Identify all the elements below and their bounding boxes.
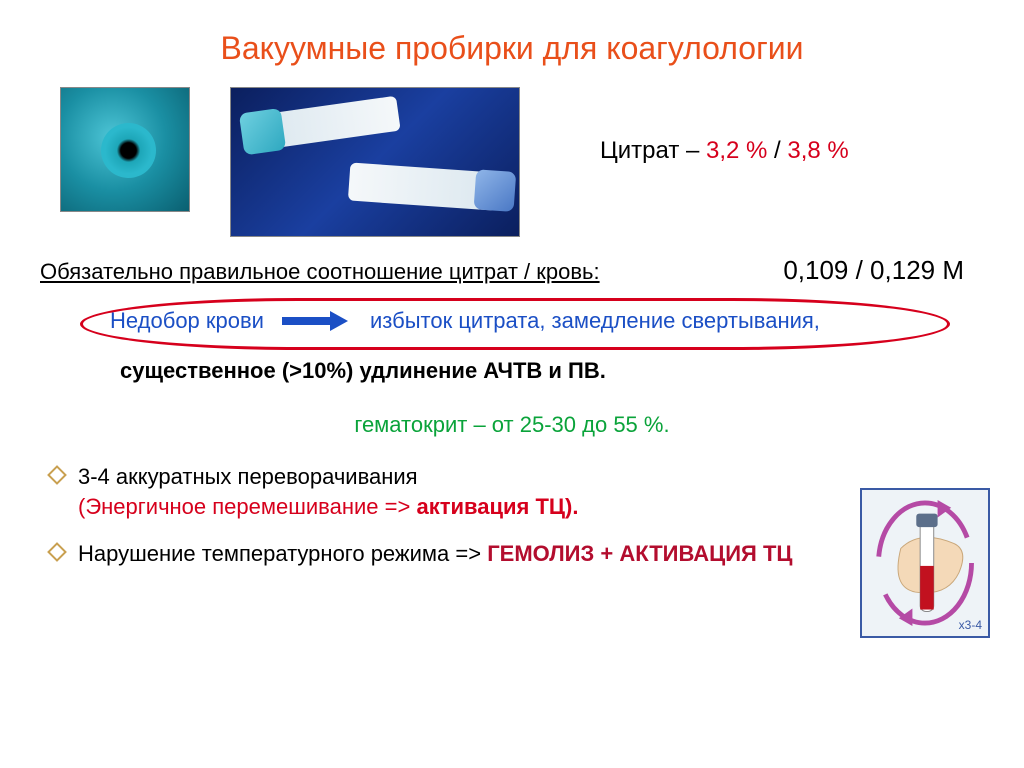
arrow-icon	[282, 313, 352, 329]
bullet-list: 3-4 аккуратных переворачивания (Энергичн…	[50, 462, 984, 569]
citrate-v2: 3,8 %	[787, 137, 848, 164]
citrate-label: Цитрат – 3,2 % / 3,8 %	[600, 137, 849, 165]
ratio-row: Обязательно правильное соотношение цитра…	[40, 255, 984, 286]
hematocrit-line: гематокрит – от 25-30 до 55 %.	[40, 412, 984, 438]
bullet1-line2: (Энергичное перемешивание => активация Т…	[78, 492, 578, 522]
ring-right: избыток цитрата, замедление свертывания,	[370, 308, 820, 334]
bullet-icon	[47, 465, 67, 485]
bullet1-line1: 3-4 аккуратных переворачивания	[78, 464, 418, 489]
citrate-v1: 3,2 %	[706, 137, 767, 164]
citrate-sep: /	[767, 137, 787, 164]
mixing-illustration: x3-4	[860, 488, 990, 638]
stretch-line: существенное (>10%) удлинение АЧТВ и ПВ.	[120, 358, 984, 384]
molar-values: 0,109 / 0,129 М	[783, 255, 964, 286]
highlight-ring-wrap: Недобор крови избыток цитрата, замедлени…	[80, 298, 960, 352]
bullet-2: Нарушение температурного режима => ГЕМОЛ…	[50, 539, 984, 569]
bullet-1: 3-4 аккуратных переворачивания (Энергичн…	[50, 462, 984, 521]
ring-left: Недобор крови	[110, 308, 264, 334]
cap-illustration	[60, 87, 190, 212]
bullet-icon	[47, 542, 67, 562]
ratio-text: Обязательно правильное соотношение цитра…	[40, 259, 600, 285]
tubes-illustration	[230, 87, 520, 237]
citrate-prefix: Цитрат –	[600, 137, 706, 164]
bullet2-part1: Нарушение температурного режима =>	[78, 541, 487, 566]
mixing-caption: x3-4	[959, 618, 982, 632]
images-row: Цитрат – 3,2 % / 3,8 %	[40, 87, 984, 237]
slide-title: Вакуумные пробирки для коагулологии	[40, 30, 984, 67]
bullet2-part2: ГЕМОЛИЗ + АКТИВАЦИЯ ТЦ	[487, 541, 792, 566]
